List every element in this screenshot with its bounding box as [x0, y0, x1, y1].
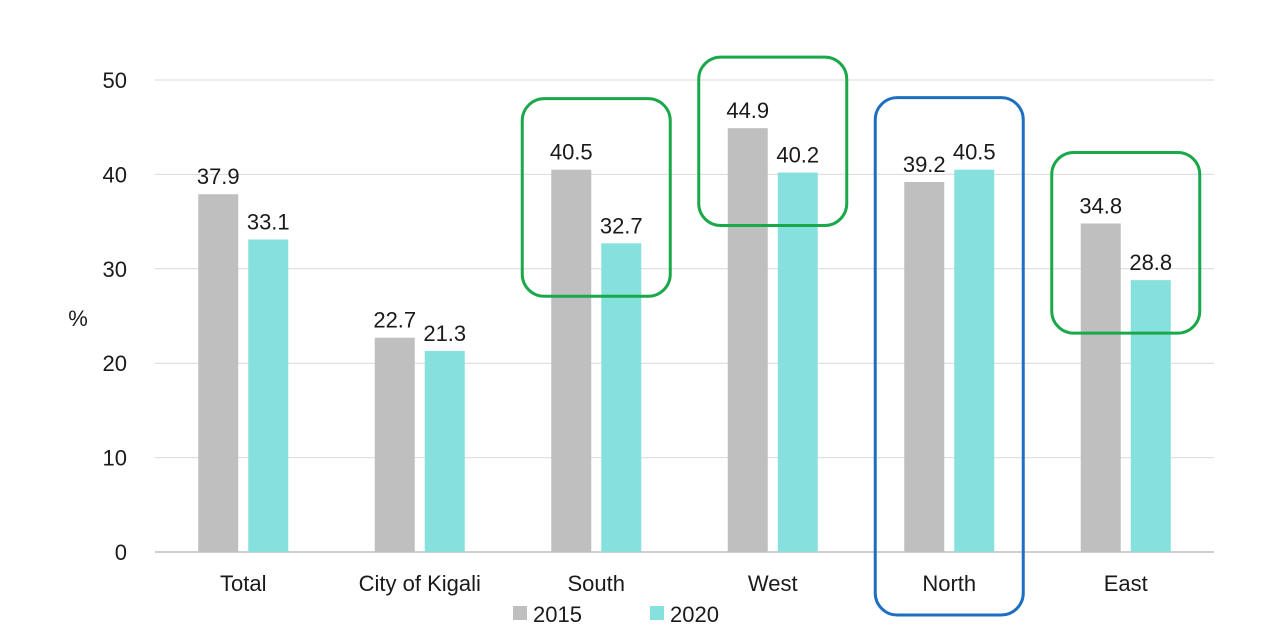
y-tick-label: 20: [103, 351, 127, 376]
y-tick-label: 50: [103, 68, 127, 93]
category-label: North: [922, 571, 976, 596]
highlight-box-east: [1050, 150, 1202, 335]
bar-2020-south: [601, 243, 642, 552]
bar-2020-west: [777, 172, 818, 552]
y-axis-label: %: [68, 306, 88, 331]
y-tick-label: 0: [115, 540, 127, 565]
data-label: 40.2: [776, 143, 819, 168]
bars: [198, 128, 1171, 553]
category-label: City of Kigali: [359, 571, 481, 596]
gridlines: [155, 79, 1214, 553]
bar-2015-city-of-kigali: [374, 337, 415, 552]
highlight-box-north: [873, 96, 1025, 617]
legend-label-2020: 2020: [670, 602, 719, 627]
bar-2015-north: [904, 181, 945, 552]
y-tick-label: 30: [103, 257, 127, 282]
bar-2020-total: [248, 239, 289, 552]
legend-label-2015: 2015: [533, 602, 582, 627]
highlight-box-west: [697, 55, 849, 228]
data-label: 44.9: [726, 98, 769, 123]
data-label: 34.8: [1079, 193, 1122, 218]
highlight-boxes: [520, 55, 1202, 617]
data-label: 39.2: [903, 152, 946, 177]
bar-2015-east: [1080, 223, 1121, 552]
bar-2020-east: [1130, 280, 1171, 552]
category-label: East: [1104, 571, 1148, 596]
y-axis-ticks: 0 10 20 30 40 50: [103, 68, 127, 565]
category-label: South: [568, 571, 626, 596]
y-tick-label: 40: [103, 162, 127, 187]
x-axis-categories: Total City of Kigali South West North East: [220, 571, 1148, 596]
legend: 2015 2020: [513, 602, 719, 627]
bar-2020-north: [954, 169, 995, 552]
category-label: Total: [220, 571, 266, 596]
bar-2015-south: [551, 169, 592, 552]
category-label: West: [748, 571, 798, 596]
data-label: 21.3: [423, 321, 466, 346]
data-label: 32.7: [600, 213, 643, 238]
data-labels: 37.9 33.1 22.7 21.3 40.5 32.7 44.9 40.2 39.2 40.5…: [197, 98, 1172, 346]
bar-2015-total: [198, 194, 239, 552]
legend-swatch-2020: [650, 606, 664, 620]
highlight-box-south: [520, 97, 672, 298]
data-label: 37.9: [197, 164, 240, 189]
y-tick-label: 10: [103, 446, 127, 471]
data-label: 28.8: [1129, 250, 1172, 275]
bar-2020-city-of-kigali: [424, 350, 465, 552]
data-label: 40.5: [953, 140, 996, 165]
data-label: 33.1: [247, 210, 290, 235]
data-label: 22.7: [373, 308, 416, 333]
data-label: 40.5: [550, 140, 593, 165]
bar-2015-west: [727, 128, 768, 553]
legend-swatch-2015: [513, 606, 527, 620]
